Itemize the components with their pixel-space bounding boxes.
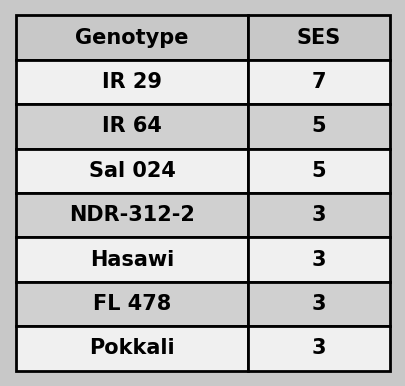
Text: 3: 3: [311, 339, 325, 358]
Bar: [247, 237, 389, 282]
Bar: [247, 104, 389, 149]
Bar: [247, 282, 389, 326]
Text: FL 478: FL 478: [93, 294, 171, 314]
Text: IR 29: IR 29: [102, 72, 162, 92]
Bar: [247, 149, 389, 193]
Text: 3: 3: [311, 250, 325, 269]
Bar: [16, 193, 247, 237]
Text: IR 64: IR 64: [102, 117, 162, 136]
Bar: [16, 15, 247, 60]
Text: Sal 024: Sal 024: [88, 161, 175, 181]
Bar: [16, 104, 247, 149]
Bar: [16, 282, 247, 326]
Text: SES: SES: [296, 28, 340, 47]
Bar: [247, 60, 389, 104]
Bar: [16, 149, 247, 193]
Bar: [247, 15, 389, 60]
Text: 3: 3: [311, 294, 325, 314]
Text: 3: 3: [311, 205, 325, 225]
Bar: [16, 237, 247, 282]
Text: Genotype: Genotype: [75, 28, 188, 47]
Bar: [247, 193, 389, 237]
Text: 7: 7: [311, 72, 325, 92]
Text: Hasawi: Hasawi: [90, 250, 174, 269]
Text: 5: 5: [311, 117, 325, 136]
Text: 5: 5: [311, 161, 325, 181]
Text: Pokkali: Pokkali: [89, 339, 175, 358]
Bar: [16, 326, 247, 371]
Bar: [247, 326, 389, 371]
Text: NDR-312-2: NDR-312-2: [69, 205, 194, 225]
Bar: [16, 60, 247, 104]
